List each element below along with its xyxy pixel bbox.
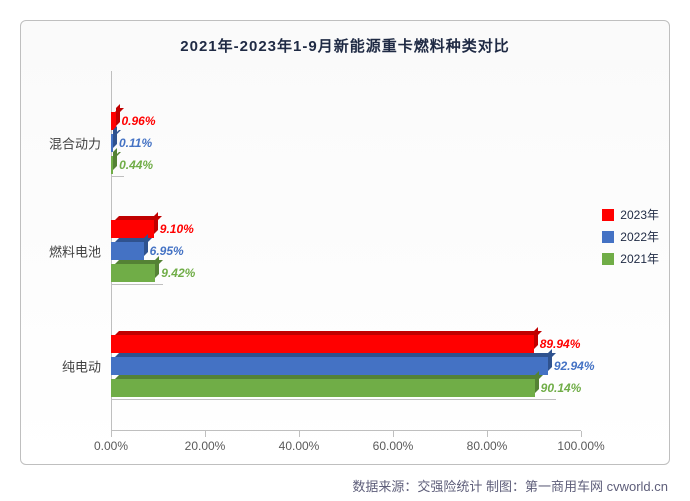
legend-swatch: [602, 253, 614, 265]
value-label: 0.44%: [113, 158, 153, 172]
legend-item: 2022年: [602, 228, 659, 245]
x-axis: [111, 430, 581, 431]
bar: 9.42%: [111, 264, 155, 282]
x-tick-label: 40.00%: [279, 439, 320, 453]
legend-item: 2021年: [602, 250, 659, 267]
value-label: 6.95%: [144, 244, 184, 258]
category-label: 混合动力: [49, 134, 111, 153]
value-label: 90.14%: [535, 381, 582, 395]
legend: 2023年 2022年 2021年: [602, 201, 659, 272]
value-label: 89.94%: [534, 337, 581, 351]
group-floor: [111, 399, 556, 400]
bar: 0.44%: [111, 156, 113, 174]
value-label: 0.11%: [113, 136, 152, 150]
bar: 92.94%: [111, 357, 548, 375]
group-floor: [111, 176, 124, 177]
group-floor: [111, 284, 163, 285]
x-tick-label: 20.00%: [185, 439, 226, 453]
x-tick-label: 0.00%: [94, 439, 128, 453]
category-label: 燃料电池: [49, 242, 111, 261]
legend-label: 2023年: [620, 206, 659, 223]
bar: 90.14%: [111, 379, 535, 397]
x-tick-label: 60.00%: [373, 439, 414, 453]
category-label: 纯电动: [62, 357, 111, 376]
x-tick: [299, 431, 300, 437]
bar: 0.11%: [111, 134, 113, 152]
plot-area: 0.00%20.00%40.00%60.00%80.00%100.00%混合动力…: [111, 71, 581, 431]
value-label: 92.94%: [548, 359, 595, 373]
legend-label: 2021年: [620, 250, 659, 267]
value-label: 0.96%: [116, 114, 156, 128]
legend-item: 2023年: [602, 206, 659, 223]
legend-swatch: [602, 209, 614, 221]
bar: 89.94%: [111, 335, 534, 353]
chart-frame: 2021年-2023年1-9月新能源重卡燃料种类对比 0.00%20.00%40…: [20, 20, 670, 465]
x-tick: [487, 431, 488, 437]
legend-swatch: [602, 231, 614, 243]
chart-title: 2021年-2023年1-9月新能源重卡燃料种类对比: [21, 35, 669, 56]
value-label: 9.42%: [155, 266, 195, 280]
chart-container: 2021年-2023年1-9月新能源重卡燃料种类对比 0.00%20.00%40…: [0, 0, 690, 501]
x-tick-label: 80.00%: [467, 439, 508, 453]
legend-label: 2022年: [620, 228, 659, 245]
x-tick: [205, 431, 206, 437]
x-tick: [393, 431, 394, 437]
value-label: 9.10%: [154, 222, 194, 236]
bar: 6.95%: [111, 242, 144, 260]
x-tick: [581, 431, 582, 437]
x-tick-label: 100.00%: [557, 439, 604, 453]
data-source-text: 数据来源：交强险统计 制图：第一商用车网 cvworld.cn: [352, 476, 668, 495]
x-tick: [111, 431, 112, 437]
